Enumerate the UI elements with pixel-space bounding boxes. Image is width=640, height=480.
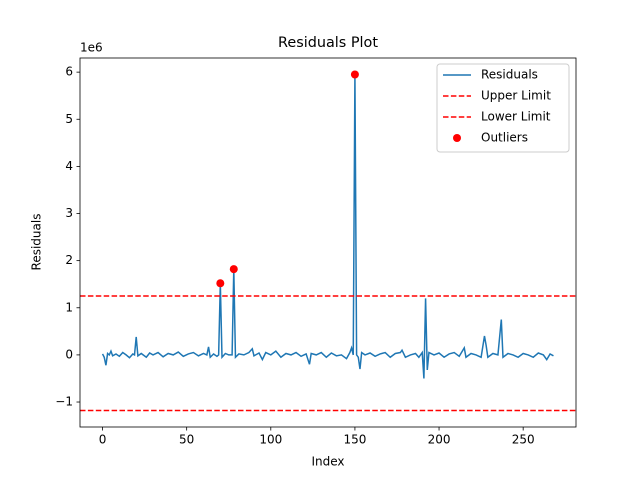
legend-label: Lower Limit xyxy=(481,110,551,124)
y-offset-label: 1e6 xyxy=(80,41,103,55)
y-tick-label: −1 xyxy=(55,395,73,409)
plot-frame xyxy=(79,57,577,428)
x-tick-label: 50 xyxy=(179,433,194,447)
outlier-point xyxy=(229,265,238,274)
chart-title: Residuals Plot xyxy=(278,35,378,51)
y-tick-label: 1 xyxy=(65,300,73,314)
outlier-point xyxy=(350,70,359,79)
legend-label: Outliers xyxy=(481,131,528,145)
y-tick-label: 2 xyxy=(65,253,73,267)
y-axis-label: Residuals xyxy=(30,214,44,271)
y-tick-label: 6 xyxy=(65,65,73,79)
residual-line xyxy=(101,74,554,379)
x-axis-label: Index xyxy=(311,455,344,469)
legend-box xyxy=(436,63,570,153)
x-tick-label: 100 xyxy=(259,433,282,447)
legend-label: Upper Limit xyxy=(481,89,551,103)
x-tick-label: 200 xyxy=(428,433,451,447)
legend-marker xyxy=(453,134,461,142)
x-tick-label: 0 xyxy=(99,433,107,447)
x-tick-label: 250 xyxy=(512,433,535,447)
legend-label: Residuals xyxy=(481,68,538,82)
x-tick-label: 150 xyxy=(343,433,366,447)
y-tick-label: 5 xyxy=(65,112,73,126)
y-tick-label: 0 xyxy=(65,347,73,361)
y-tick-label: 4 xyxy=(65,159,73,173)
y-tick-label: 3 xyxy=(65,206,73,220)
outlier-point xyxy=(216,279,225,288)
